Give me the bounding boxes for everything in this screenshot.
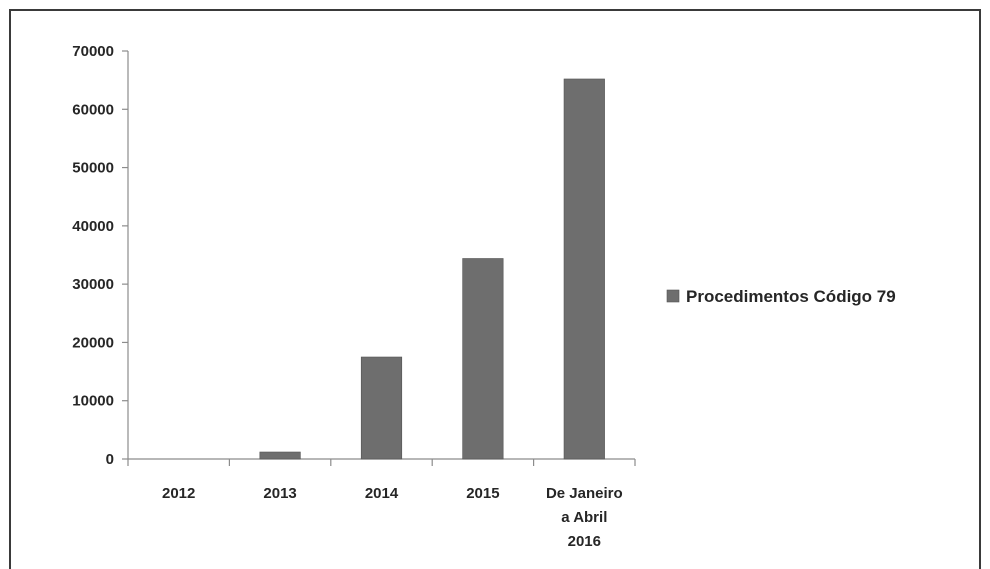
x-tick-label: 2015: [466, 485, 499, 502]
y-tick-label: 0: [106, 451, 114, 468]
y-tick-label: 30000: [72, 276, 114, 293]
x-tick-label: 2016: [568, 533, 601, 550]
x-tick-label: a Abril: [561, 509, 607, 526]
x-tick-label: 2013: [263, 485, 296, 502]
y-tick-label: 10000: [72, 393, 114, 410]
bar: [259, 451, 301, 460]
x-tick-label: 2014: [365, 485, 399, 502]
x-axis: 2012 2013 2014 2015 De Janeiro a Abril 2016: [127, 458, 636, 550]
legend-label: Procedimentos Código 79: [686, 287, 896, 306]
legend: Procedimentos Código 79: [666, 287, 896, 306]
chart-border: [9, 9, 981, 569]
bar: [462, 258, 504, 460]
y-tick-label: 50000: [72, 160, 114, 177]
y-tick-label: 40000: [72, 218, 114, 235]
y-tick-label: 20000: [72, 334, 114, 351]
bar: [360, 356, 403, 460]
x-tick-label: De Janeiro: [546, 485, 623, 502]
bars: [259, 78, 605, 460]
legend-swatch: [666, 289, 680, 303]
y-tick-label: 60000: [72, 101, 114, 118]
bar: [563, 78, 605, 460]
y-axis: 0 10000 20000 30000 40000 50000 60000 70000: [72, 43, 129, 468]
y-tick-label: 70000: [72, 43, 114, 60]
x-tick-label: 2012: [162, 485, 195, 502]
